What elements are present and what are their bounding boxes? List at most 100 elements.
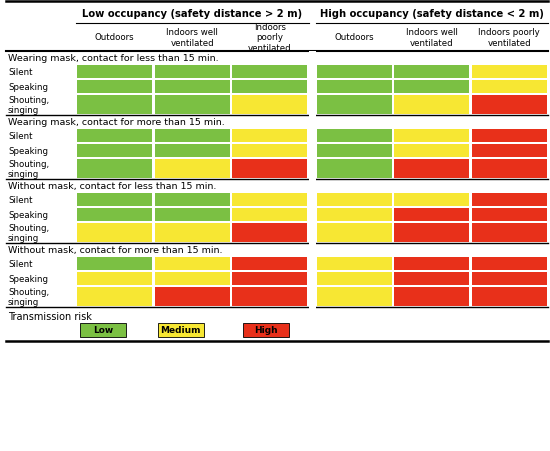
Bar xyxy=(243,323,289,337)
Bar xyxy=(472,160,547,179)
Bar xyxy=(317,288,392,306)
Bar xyxy=(472,145,547,157)
Text: Speaking: Speaking xyxy=(8,274,48,283)
Bar xyxy=(232,160,307,179)
Bar xyxy=(77,130,152,143)
Bar xyxy=(317,209,392,221)
Bar xyxy=(394,258,469,270)
Bar xyxy=(394,81,469,94)
Text: Shouting,
singing: Shouting, singing xyxy=(8,223,49,243)
Bar xyxy=(155,160,230,179)
Bar xyxy=(394,96,469,115)
Bar xyxy=(155,66,230,78)
Bar xyxy=(77,96,152,115)
Bar xyxy=(472,272,547,285)
Bar xyxy=(155,145,230,157)
Bar xyxy=(155,272,230,285)
Bar xyxy=(317,66,392,78)
Text: Without mask, contact for more than 15 min.: Without mask, contact for more than 15 m… xyxy=(8,245,223,254)
Text: Indoors well
ventilated: Indoors well ventilated xyxy=(406,28,458,48)
Bar xyxy=(77,224,152,242)
Bar xyxy=(77,145,152,157)
Bar xyxy=(77,194,152,207)
Text: Without mask, contact for less than 15 min.: Without mask, contact for less than 15 m… xyxy=(8,182,216,191)
Text: Silent: Silent xyxy=(8,196,32,205)
Text: High: High xyxy=(254,326,278,335)
Bar xyxy=(472,96,547,115)
Bar xyxy=(232,209,307,221)
Bar xyxy=(472,130,547,143)
Bar xyxy=(394,130,469,143)
Bar xyxy=(77,288,152,306)
Bar xyxy=(157,323,204,337)
Bar xyxy=(77,160,152,179)
Text: Low occupancy (safety distance > 2 m): Low occupancy (safety distance > 2 m) xyxy=(82,9,302,19)
Text: Indoors well
ventilated: Indoors well ventilated xyxy=(166,28,218,48)
Bar xyxy=(394,145,469,157)
Bar xyxy=(317,160,392,179)
Bar xyxy=(155,288,230,306)
Bar xyxy=(394,272,469,285)
Bar xyxy=(317,96,392,115)
Bar xyxy=(77,81,152,94)
Text: Indoors
poorly
ventilated: Indoors poorly ventilated xyxy=(248,23,292,53)
Text: Shouting,
singing: Shouting, singing xyxy=(8,160,49,179)
Bar xyxy=(317,145,392,157)
Bar xyxy=(317,258,392,270)
Bar xyxy=(394,288,469,306)
Bar xyxy=(472,194,547,207)
Bar xyxy=(155,81,230,94)
Bar xyxy=(232,272,307,285)
Text: Wearing mask, contact for more than 15 min.: Wearing mask, contact for more than 15 m… xyxy=(8,118,225,127)
Bar xyxy=(77,66,152,78)
Bar xyxy=(317,224,392,242)
Text: Speaking: Speaking xyxy=(8,147,48,156)
Text: Transmission risk: Transmission risk xyxy=(8,312,92,322)
Text: Outdoors: Outdoors xyxy=(334,33,374,42)
Bar xyxy=(77,272,152,285)
Bar xyxy=(77,258,152,270)
Bar xyxy=(232,194,307,207)
Bar xyxy=(80,323,126,337)
Bar xyxy=(232,96,307,115)
Text: Shouting,
singing: Shouting, singing xyxy=(8,96,49,115)
Bar xyxy=(232,224,307,242)
Text: Speaking: Speaking xyxy=(8,83,48,92)
Bar xyxy=(317,194,392,207)
Text: Silent: Silent xyxy=(8,132,32,141)
Bar xyxy=(317,272,392,285)
Bar xyxy=(472,209,547,221)
Bar xyxy=(394,209,469,221)
Text: Medium: Medium xyxy=(160,326,201,335)
Bar xyxy=(155,130,230,143)
Bar xyxy=(155,209,230,221)
Bar xyxy=(394,66,469,78)
Text: Speaking: Speaking xyxy=(8,211,48,220)
Text: Silent: Silent xyxy=(8,259,32,268)
Text: Silent: Silent xyxy=(8,68,32,77)
Bar xyxy=(232,145,307,157)
Bar xyxy=(155,224,230,242)
Bar xyxy=(472,288,547,306)
Bar xyxy=(232,66,307,78)
Text: Outdoors: Outdoors xyxy=(95,33,135,42)
Bar xyxy=(394,224,469,242)
Bar xyxy=(232,81,307,94)
Bar xyxy=(472,224,547,242)
Text: Indoors poorly
ventilated: Indoors poorly ventilated xyxy=(478,28,540,48)
Text: Shouting,
singing: Shouting, singing xyxy=(8,287,49,307)
Text: Wearing mask, contact for less than 15 min.: Wearing mask, contact for less than 15 m… xyxy=(8,54,219,63)
Bar xyxy=(472,81,547,94)
Bar xyxy=(232,288,307,306)
Bar xyxy=(232,130,307,143)
Bar xyxy=(155,96,230,115)
Bar xyxy=(317,130,392,143)
Bar xyxy=(155,194,230,207)
Text: Low: Low xyxy=(93,326,113,335)
Bar xyxy=(317,81,392,94)
Bar xyxy=(232,258,307,270)
Bar xyxy=(394,160,469,179)
Bar xyxy=(394,194,469,207)
Bar xyxy=(155,258,230,270)
Bar xyxy=(472,258,547,270)
